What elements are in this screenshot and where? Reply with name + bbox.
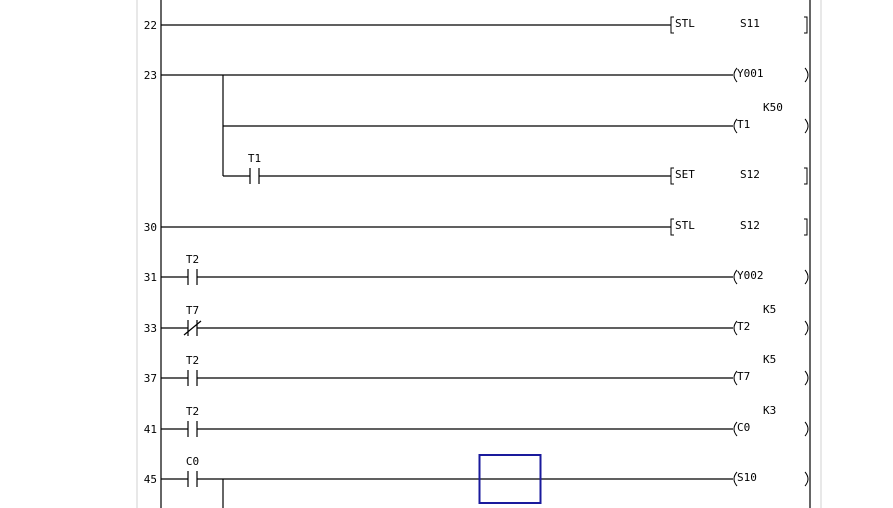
cursor-box[interactable] — [478, 454, 542, 504]
coil-open-paren — [733, 118, 738, 134]
coil-close-paren — [804, 421, 809, 437]
contact-label[interactable]: T2 — [186, 354, 199, 367]
coil-setting[interactable]: K5 — [763, 303, 776, 316]
instruction-operand[interactable]: S11 — [740, 17, 760, 30]
coil-open-paren — [733, 471, 738, 487]
instruction-bracket-close — [804, 218, 808, 236]
coil-operand[interactable]: T2 — [737, 320, 750, 333]
coil-open-paren — [733, 421, 738, 437]
coil-close-paren — [804, 320, 809, 336]
instruction-operand[interactable]: S12 — [740, 168, 760, 181]
instruction-op[interactable]: SET — [675, 168, 695, 181]
contact-label[interactable]: T2 — [186, 405, 199, 418]
contact-label[interactable]: T2 — [186, 253, 199, 266]
coil-operand[interactable]: T7 — [737, 370, 750, 383]
coil-open-paren — [733, 67, 738, 83]
step-number: 23 — [144, 69, 157, 82]
contact-label[interactable]: C0 — [186, 455, 199, 468]
step-number: 30 — [144, 221, 157, 234]
step-number: 41 — [144, 423, 157, 436]
coil-close-paren — [804, 118, 809, 134]
instruction-op[interactable]: STL — [675, 17, 695, 30]
coil-open-paren — [733, 370, 738, 386]
coil-close-paren — [804, 471, 809, 487]
coil-operand[interactable]: Y001 — [737, 67, 764, 80]
coil-open-paren — [733, 320, 738, 336]
coil-operand[interactable]: Y002 — [737, 269, 764, 282]
instruction-bracket-close — [804, 16, 808, 34]
instruction-bracket-open — [670, 167, 674, 185]
contact-nc-slash — [183, 320, 202, 336]
step-number: 31 — [144, 271, 157, 284]
step-number: 45 — [144, 473, 157, 486]
contact-label[interactable]: T7 — [186, 304, 199, 317]
contact-label[interactable]: T1 — [248, 152, 261, 165]
coil-setting[interactable]: K3 — [763, 404, 776, 417]
step-number: 22 — [144, 19, 157, 32]
coil-operand[interactable]: T1 — [737, 118, 750, 131]
coil-close-paren — [804, 67, 809, 83]
coil-setting[interactable]: K5 — [763, 353, 776, 366]
coil-operand[interactable]: C0 — [737, 421, 750, 434]
instruction-bracket-close — [804, 167, 808, 185]
instruction-op[interactable]: STL — [675, 219, 695, 232]
instruction-bracket-open — [670, 218, 674, 236]
coil-close-paren — [804, 269, 809, 285]
coil-setting[interactable]: K50 — [763, 101, 783, 114]
instruction-operand[interactable]: S12 — [740, 219, 760, 232]
coil-close-paren — [804, 370, 809, 386]
coil-operand[interactable]: S10 — [737, 471, 757, 484]
step-number: 37 — [144, 372, 157, 385]
instruction-bracket-open — [670, 16, 674, 34]
coil-open-paren — [733, 269, 738, 285]
step-number: 33 — [144, 322, 157, 335]
